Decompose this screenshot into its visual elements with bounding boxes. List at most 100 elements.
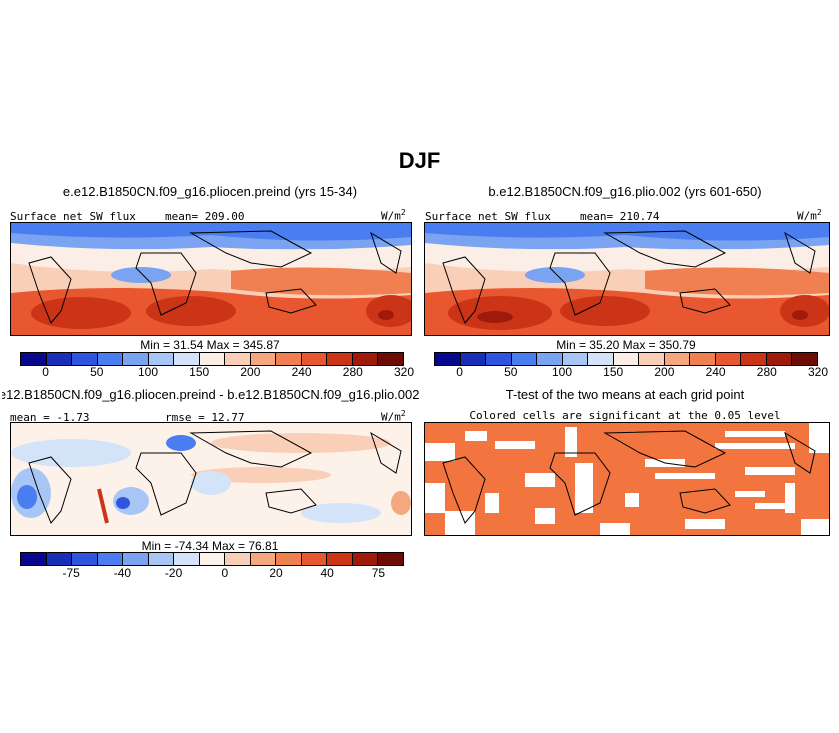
colorbar-swatch xyxy=(276,353,302,365)
colorbar-swatch xyxy=(21,353,47,365)
panel1-mean: mean= 209.00 xyxy=(165,210,245,223)
colorbar-swatch xyxy=(588,353,614,365)
colorbar-swatch xyxy=(46,353,73,365)
colorbar-tick-label: 200 xyxy=(654,365,675,379)
panel2-colorbar xyxy=(434,352,818,366)
panel4-map xyxy=(424,422,830,536)
colorbar-swatch xyxy=(435,353,461,365)
panel1-variable: Surface net SW flux xyxy=(10,210,136,223)
colorbar-swatch xyxy=(460,353,487,365)
colorbar-tick-label: 280 xyxy=(342,365,363,379)
colorbar-tick-label: 75 xyxy=(371,566,386,580)
colorbar-swatch xyxy=(46,553,73,565)
panel2-units: W/m2 xyxy=(797,208,822,223)
colorbar-swatch xyxy=(174,553,200,565)
colorbar-tick-label: 40 xyxy=(320,566,334,580)
colorbar-swatch xyxy=(690,353,716,365)
colorbar-swatch xyxy=(613,353,640,365)
panel1-map xyxy=(10,222,412,336)
colorbar-swatch xyxy=(327,553,353,565)
panel1-title: e.e12.B1850CN.f09_g16.pliocen.preind (yr… xyxy=(62,184,358,199)
colorbar-tick-label: 280 xyxy=(756,365,777,379)
colorbar-tick-label: 200 xyxy=(240,365,261,379)
colorbar-tick-label: 240 xyxy=(705,365,726,379)
colorbar-swatch xyxy=(352,353,379,365)
panel1-units: W/m2 xyxy=(381,208,406,223)
colorbar-swatch xyxy=(97,353,124,365)
panel1-map-field xyxy=(11,223,411,335)
colorbar-swatch xyxy=(537,353,563,365)
panel3-rmse: rmse = 12.77 xyxy=(165,411,245,424)
panel4-map-field xyxy=(425,423,829,535)
colorbar-tick-label: 20 xyxy=(269,566,283,580)
colorbar-swatch xyxy=(225,353,251,365)
colorbar-swatch xyxy=(511,353,538,365)
panel4-title: T-test of the two means at each grid poi… xyxy=(505,387,745,402)
colorbar-tick-label: 0 xyxy=(456,365,463,379)
colorbar-tick-label: -75 xyxy=(62,566,80,580)
colorbar-swatch xyxy=(276,553,302,565)
panel1-colorbar xyxy=(20,352,404,366)
colorbar-tick-label: 50 xyxy=(90,365,104,379)
colorbar-swatch xyxy=(174,353,200,365)
panel3-colorbar-ticks: -75 -40 -20 0 20 40 75 xyxy=(20,566,402,580)
colorbar-swatch xyxy=(301,353,328,365)
colorbar-swatch xyxy=(148,353,175,365)
page-title: DJF xyxy=(398,148,441,173)
panel2-mean: mean= 210.74 xyxy=(580,210,660,223)
panel2-variable: Surface net SW flux xyxy=(425,210,551,223)
colorbar-swatch xyxy=(148,553,175,565)
panel3-title: e.e12.B1850CN.f09_g16.pliocen.preind - b… xyxy=(2,387,420,402)
colorbar-swatch xyxy=(250,353,277,365)
colorbar-tick-label: 0 xyxy=(221,566,229,580)
colorbar-tick-label: -40 xyxy=(113,566,132,580)
colorbar-swatch xyxy=(72,353,98,365)
colorbar-tick-label: 50 xyxy=(504,365,518,379)
colorbar-swatch xyxy=(123,553,149,565)
panel2-map-field xyxy=(425,223,829,335)
colorbar-swatch xyxy=(486,353,512,365)
colorbar-swatch xyxy=(378,553,403,565)
colorbar-swatch xyxy=(327,353,353,365)
colorbar-swatch xyxy=(562,353,589,365)
panel1-colorbar-ticks: 0 50 100 150 200 240 280 320 xyxy=(20,365,414,379)
colorbar-swatch xyxy=(97,553,124,565)
colorbar-swatch xyxy=(225,553,251,565)
panel1-minmax: Min = 31.54 Max = 345.87 xyxy=(140,338,280,352)
panel3-units: W/m2 xyxy=(381,409,406,424)
panel3-map-field xyxy=(11,423,411,535)
colorbar-tick-label: 100 xyxy=(137,365,159,379)
colorbar-swatch xyxy=(378,353,403,365)
colorbar-tick-label: 150 xyxy=(603,365,624,379)
colorbar-swatch xyxy=(250,553,277,565)
panel3-mean: mean = -1.73 xyxy=(10,411,90,424)
colorbar-swatch xyxy=(352,553,379,565)
panel3-minmax: Min = -74.34 Max = 76.81 xyxy=(141,539,279,553)
colorbar-swatch xyxy=(301,553,328,565)
colorbar-tick-label: 320 xyxy=(393,365,415,379)
colorbar-swatch xyxy=(741,353,767,365)
colorbar-tick-label: 150 xyxy=(189,365,210,379)
colorbar-swatch xyxy=(715,353,742,365)
colorbar-swatch xyxy=(639,353,665,365)
colorbar-swatch xyxy=(792,353,817,365)
colorbar-tick-label: 100 xyxy=(551,365,573,379)
colorbar-swatch xyxy=(199,353,226,365)
colorbar-swatch xyxy=(72,553,98,565)
panel2-map xyxy=(424,222,830,336)
panel2-title: b.e12.B1850CN.f09_g16.plio.002 (yrs 601-… xyxy=(488,184,762,199)
panel2-colorbar-ticks: 0 50 100 150 200 240 280 320 xyxy=(434,365,828,379)
colorbar-tick-label: -20 xyxy=(164,566,183,580)
colorbar-tick-label: 0 xyxy=(42,365,49,379)
colorbar-swatch xyxy=(21,553,47,565)
colorbar-tick-label: 320 xyxy=(807,365,829,379)
colorbar-swatch xyxy=(664,353,691,365)
colorbar-swatch xyxy=(766,353,793,365)
colorbar-swatch xyxy=(123,353,149,365)
colorbar-tick-label: 240 xyxy=(291,365,312,379)
panel3-colorbar xyxy=(20,552,404,566)
panel2-minmax: Min = 35.20 Max = 350.79 xyxy=(556,338,696,352)
panel3-map xyxy=(10,422,412,536)
panel4-subtitle: Colored cells are significant at the 0.0… xyxy=(469,409,781,422)
colorbar-swatch xyxy=(199,553,226,565)
